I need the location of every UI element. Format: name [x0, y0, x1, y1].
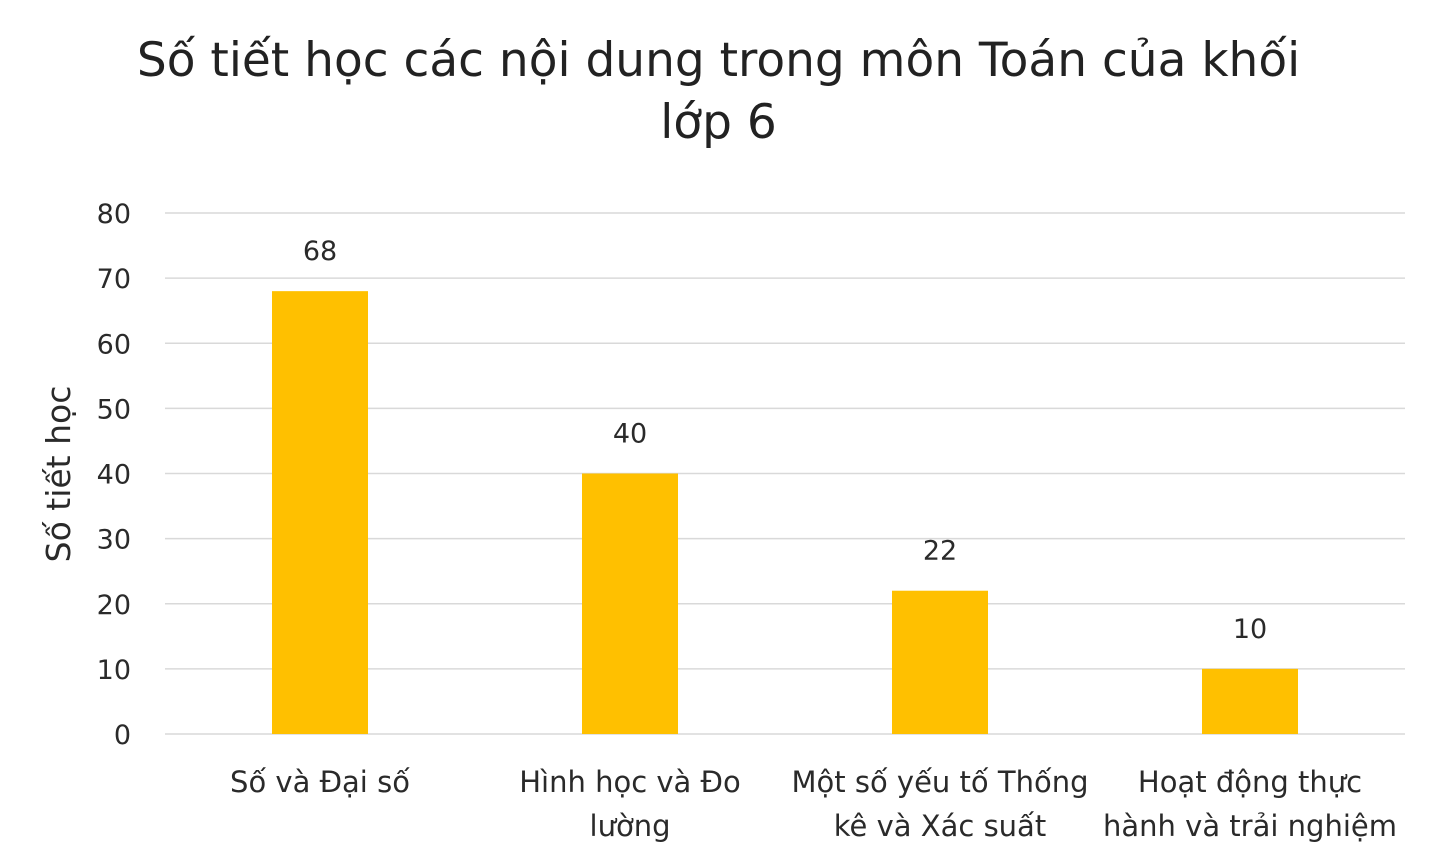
bars [272, 291, 1298, 734]
x-tick-label: Hình học và Đo [519, 765, 741, 799]
x-axis-ticks: Số và Đại số Hình học và Đo lường Một số yế… [230, 765, 1397, 843]
y-tick-label: 10 [97, 655, 131, 686]
gridlines [165, 212, 1405, 735]
chart-title-line-2: lớp 6 [660, 95, 777, 150]
y-axis-ticks: 0 10 20 30 40 50 60 70 80 [97, 199, 131, 751]
y-tick-label: 50 [97, 394, 131, 425]
y-tick-label: 30 [97, 525, 131, 556]
data-labels: 68 40 22 10 [303, 236, 1267, 645]
data-label: 40 [613, 419, 647, 450]
x-tick-label: hành và trải nghiệm [1103, 809, 1397, 843]
bar [892, 590, 988, 734]
chart-title-line-1: Số tiết học các nội dung trong môn Toán … [136, 33, 1301, 88]
y-tick-label: 70 [97, 264, 131, 295]
y-tick-label: 60 [97, 329, 131, 360]
bar [582, 473, 678, 734]
data-label: 68 [303, 236, 337, 267]
bar [272, 291, 368, 734]
data-label: 22 [923, 536, 957, 567]
y-axis-label: Số tiết học [39, 386, 78, 563]
y-tick-label: 80 [97, 199, 131, 230]
y-tick-label: 0 [114, 720, 131, 751]
bar [1202, 668, 1298, 734]
x-tick-label: kê và Xác suất [834, 809, 1046, 843]
x-tick-label: Hoạt động thực [1138, 765, 1362, 799]
x-tick-label: lường [590, 809, 671, 843]
chart-title: Số tiết học các nội dung trong môn Toán … [0, 30, 1437, 154]
y-tick-label: 20 [97, 590, 131, 621]
y-tick-label: 40 [97, 460, 131, 491]
x-tick-label: Một số yếu tố Thống [792, 765, 1089, 799]
data-label: 10 [1233, 614, 1267, 645]
x-tick-label: Số và Đại số [230, 765, 410, 799]
